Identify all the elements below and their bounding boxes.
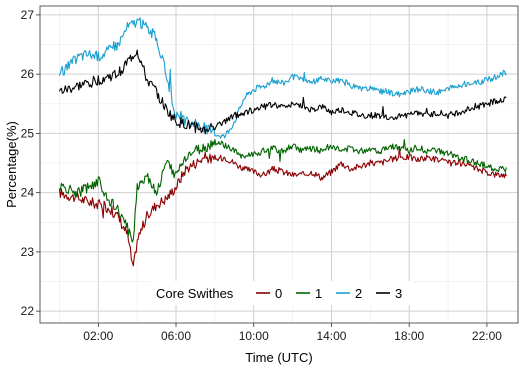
y-tick-label: 27 xyxy=(21,8,35,22)
legend: Core Swithes 0 1 2 3 xyxy=(150,281,412,305)
legend-title: Core Swithes xyxy=(156,286,234,301)
x-tick-label: 06:00 xyxy=(161,329,191,343)
y-tick-label: 24 xyxy=(21,186,35,200)
legend-background xyxy=(150,281,412,305)
plot-border xyxy=(39,5,519,324)
x-tick-label: 14:00 xyxy=(316,329,346,343)
series-lines xyxy=(58,17,507,267)
y-tick-label: 25 xyxy=(21,126,35,140)
x-axis-ticks: 02:00 06:00 10:00 14:00 18:00 22:00 xyxy=(83,323,502,343)
series-line-1 xyxy=(58,139,507,243)
x-tick-label: 18:00 xyxy=(394,329,424,343)
y-axis-ticks: 22 23 24 25 26 27 xyxy=(21,8,40,318)
series-line-2 xyxy=(58,17,507,139)
legend-label-3: 3 xyxy=(395,286,402,301)
y-axis-title: Percentage(%) xyxy=(4,121,19,208)
y-tick-label: 26 xyxy=(21,67,35,81)
x-tick-label: 02:00 xyxy=(83,329,113,343)
plot-background xyxy=(40,6,518,323)
legend-label-0: 0 xyxy=(275,286,282,301)
x-tick-label: 22:00 xyxy=(472,329,502,343)
x-tick-label: 10:00 xyxy=(239,329,269,343)
y-tick-label: 22 xyxy=(21,304,35,318)
x-axis-title: Time (UTC) xyxy=(245,350,312,365)
legend-label-2: 2 xyxy=(355,286,362,301)
y-tick-label: 23 xyxy=(21,245,35,259)
legend-label-1: 1 xyxy=(315,286,322,301)
series-line-3 xyxy=(58,49,507,135)
series-line-0 xyxy=(58,145,507,267)
